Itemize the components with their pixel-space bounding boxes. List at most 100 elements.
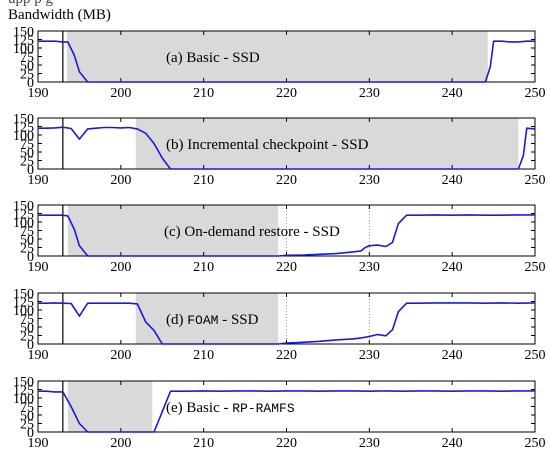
x-tick-label: 190 (28, 348, 49, 363)
y-tick-label: 50 (20, 146, 34, 161)
x-tick-label: 200 (110, 260, 131, 275)
x-tick-label: 230 (359, 436, 380, 451)
y-tick-label: 75 (20, 225, 34, 240)
y-tick-label: 125 (13, 34, 34, 49)
y-tick-label: 0 (27, 250, 34, 265)
panel-label-mono: FOAM (187, 313, 218, 328)
y-tick-label: 75 (20, 313, 34, 328)
panel-label-text: (c) On-demand restore - SSD (164, 224, 340, 240)
x-tick-label: 190 (28, 86, 49, 101)
y-tick-label: 25 (20, 242, 34, 257)
series-line (38, 214, 535, 257)
y-tick-label: 0 (27, 338, 34, 353)
y-tick-label: 0 (27, 163, 34, 178)
y-tick-label: 25 (20, 68, 34, 83)
y-tick-label: 150 (13, 25, 34, 40)
panel-label: (e) Basic - RP-RAMFS (166, 400, 295, 416)
x-tick-label: 250 (525, 436, 546, 451)
y-tick-label: 50 (20, 409, 34, 424)
panel-label: (b) Incremental checkpoint - SSD (166, 137, 369, 153)
y-tick-label: 100 (13, 392, 34, 407)
y-axis-label: Bandwidth (MB) (8, 7, 111, 23)
panel-label-text: (b) Incremental checkpoint - SSD (166, 137, 369, 153)
y-tick-label: 25 (20, 418, 34, 433)
x-tick-label: 190 (28, 436, 49, 451)
x-tick-label: 240 (442, 348, 463, 363)
panel-label: (d) FOAM - SSD (166, 312, 259, 328)
x-tick-label: 210 (193, 86, 214, 101)
y-tick-label: 150 (13, 112, 34, 127)
x-tick-label: 210 (193, 173, 214, 188)
x-tick-label: 230 (359, 173, 380, 188)
x-tick-label: 210 (193, 260, 214, 275)
x-tick-label: 220 (276, 173, 297, 188)
x-tick-label: 220 (276, 348, 297, 363)
x-tick-label: 230 (359, 348, 380, 363)
shaded-region (67, 381, 153, 432)
y-tick-label: 50 (20, 321, 34, 336)
y-tick-label: 125 (13, 121, 34, 136)
plot-frame (37, 292, 536, 345)
x-tick-label: 230 (359, 86, 380, 101)
x-tick-label: 220 (276, 436, 297, 451)
y-tick-label: 50 (20, 59, 34, 74)
y-tick-label: 100 (13, 129, 34, 144)
header-fragment: upp p g (8, 0, 53, 8)
series-line (38, 40, 535, 83)
x-tick-label: 200 (110, 173, 131, 188)
y-tick-label: 75 (20, 51, 34, 66)
series-line (38, 390, 535, 433)
x-tick-label: 240 (442, 173, 463, 188)
y-tick-label: 25 (20, 155, 34, 170)
x-tick-label: 210 (193, 436, 214, 451)
y-tick-label: 150 (13, 287, 34, 302)
x-tick-label: 190 (28, 173, 49, 188)
panel-label: (c) On-demand restore - SSD (164, 224, 340, 240)
y-tick-label: 100 (13, 42, 34, 57)
x-tick-label: 240 (442, 436, 463, 451)
x-tick-label: 240 (442, 86, 463, 101)
x-tick-label: 250 (525, 173, 546, 188)
y-tick-label: 125 (13, 296, 34, 311)
x-tick-label: 250 (525, 86, 546, 101)
y-tick-label: 25 (20, 330, 34, 345)
x-tick-label: 200 (110, 348, 131, 363)
y-tick-label: 125 (13, 208, 34, 223)
x-tick-label: 190 (28, 260, 49, 275)
series-line (38, 302, 536, 345)
y-tick-label: 150 (13, 375, 34, 390)
x-tick-label: 250 (525, 260, 546, 275)
panel-label-text: (a) Basic - SSD (166, 50, 260, 66)
x-tick-label: 200 (110, 436, 131, 451)
y-tick-label: 100 (13, 304, 34, 319)
x-tick-label: 250 (525, 348, 546, 363)
shaded-region (135, 293, 279, 344)
y-tick-label: 125 (13, 384, 34, 399)
shaded-region (135, 118, 519, 169)
panel-label-text: (d) (166, 312, 187, 328)
x-tick-label: 230 (359, 260, 380, 275)
y-tick-label: 100 (13, 216, 34, 231)
shaded-region (67, 205, 279, 256)
x-tick-label: 200 (110, 86, 131, 101)
shaded-region (66, 31, 488, 82)
y-tick-label: 75 (20, 401, 34, 416)
x-tick-label: 220 (276, 86, 297, 101)
x-tick-label: 210 (193, 348, 214, 363)
x-tick-label: 220 (276, 260, 297, 275)
y-tick-label: 150 (13, 199, 34, 214)
panel-label-suffix: - SSD (218, 312, 258, 328)
x-tick-label: 240 (442, 260, 463, 275)
y-tick-label: 0 (27, 426, 34, 441)
panel-label-text: (e) Basic - (166, 400, 232, 416)
panel-label-mono: RP-RAMFS (232, 401, 295, 416)
y-tick-label: 75 (20, 138, 34, 153)
y-tick-label: 50 (20, 233, 34, 248)
